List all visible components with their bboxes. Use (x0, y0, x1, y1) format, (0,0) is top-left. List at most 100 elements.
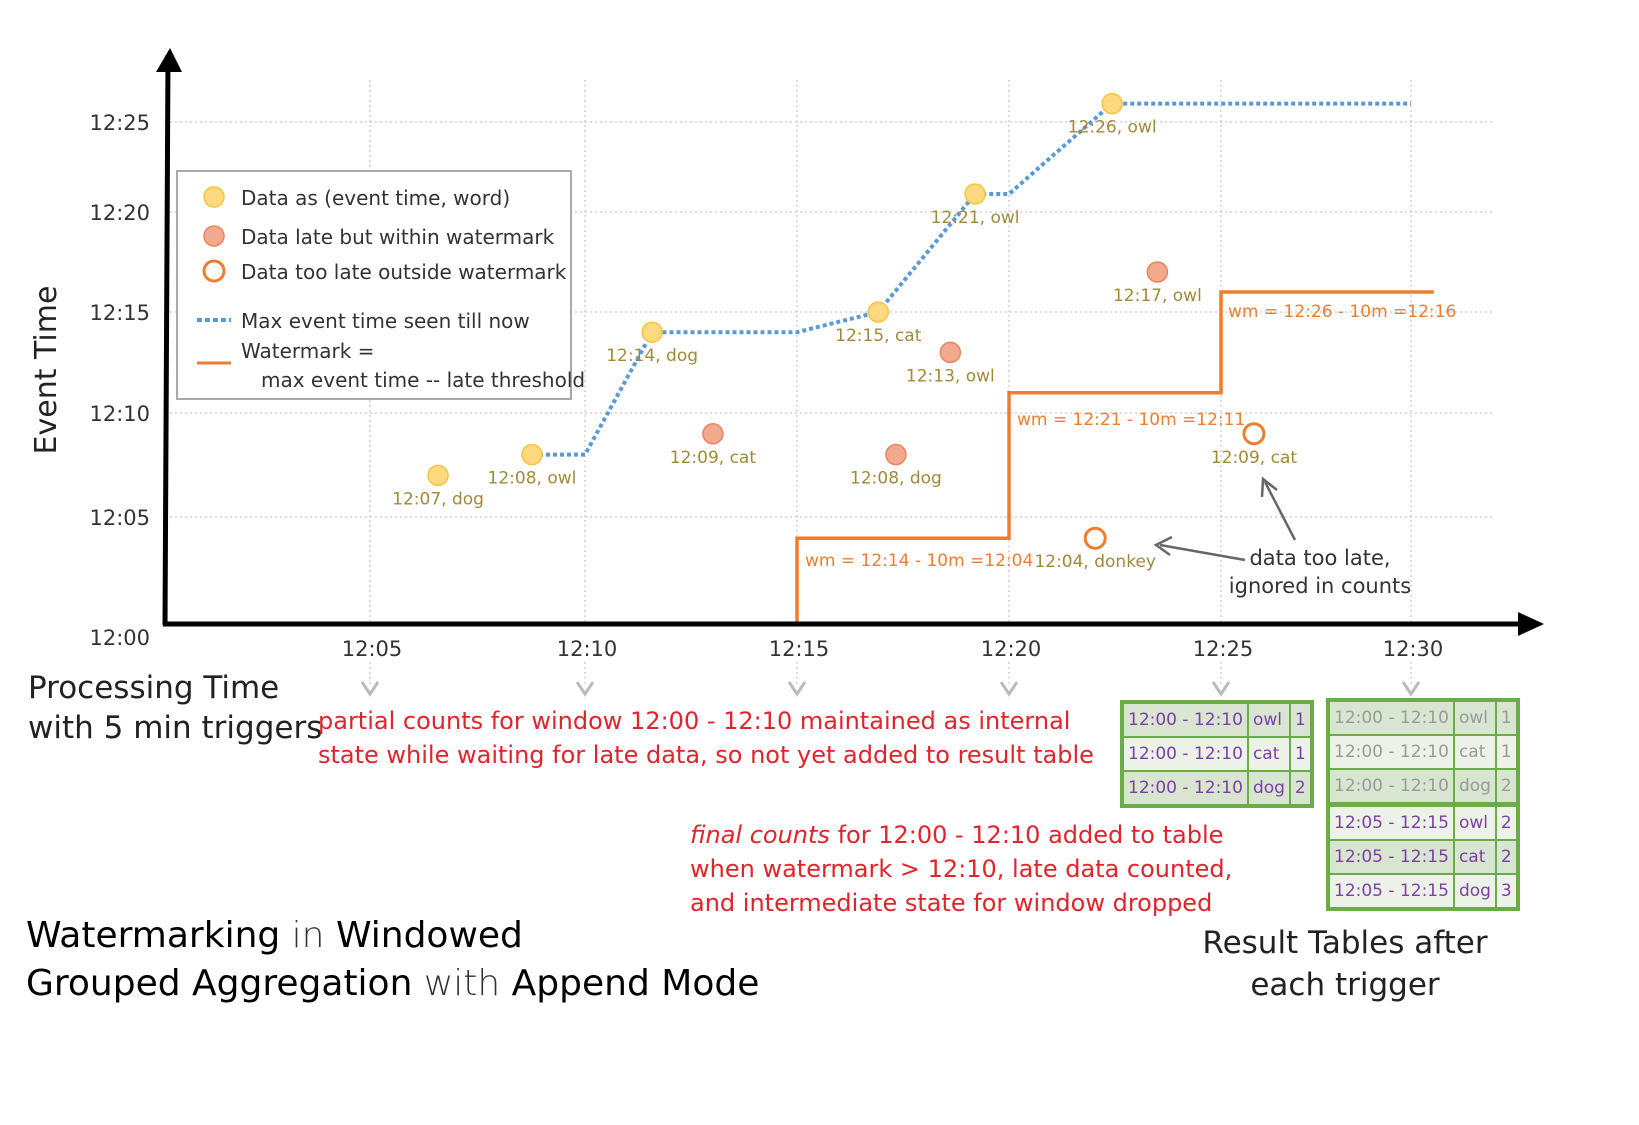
trigger-arrow-icon (787, 681, 807, 697)
watermark-label: wm = 12:14 - 10m =12:04 (805, 551, 1033, 571)
final-note-1: for 12:00 - 12:10 added to table (829, 821, 1224, 849)
data-point-label: 12:26, owl (1068, 118, 1157, 138)
x-axis-label-1: Processing Time (28, 670, 280, 706)
table-cell-word: owl (1248, 704, 1289, 736)
result-caption: Result Tables after each trigger (1195, 922, 1495, 1006)
final-counts-note: final counts for 12:00 - 12:10 added to … (690, 818, 1233, 920)
table-cell-count: 2 (1496, 841, 1516, 873)
too-late-note-1: data too late, (1249, 546, 1390, 570)
y-tick-label: 12:15 (89, 301, 150, 325)
legend-late-icon (203, 225, 225, 247)
data-point-late (939, 341, 962, 364)
data-point-label: 12:13, owl (906, 366, 995, 386)
trigger-arrow-icon (999, 681, 1019, 697)
title-segment: Append Mode (511, 963, 760, 1004)
page-title: Watermarking in Windowed Grouped Aggregat… (26, 912, 759, 1008)
result-caption-2: each trigger (1250, 967, 1440, 1003)
x-axis-arrow (1518, 612, 1544, 636)
x-tick-label: 12:20 (981, 637, 1042, 661)
legend-too-late: Data too late outside watermark (241, 260, 567, 284)
legend-on-time: Data as (event time, word) (241, 186, 510, 210)
table-cell-window: 12:05 - 12:15 (1330, 804, 1453, 839)
data-point-label: 12:15, cat (835, 326, 922, 346)
x-tick-label: 12:30 (1383, 637, 1444, 661)
data-point-label: 12:09, cat (1211, 448, 1298, 468)
trigger-arrow-icon (575, 681, 595, 697)
data-point-label: 12:09, cat (670, 448, 757, 468)
table-cell-count: 2 (1290, 772, 1310, 804)
data-point-on-time (427, 464, 449, 487)
arrowhead (1260, 476, 1278, 498)
final-counts-emphasis: final counts (690, 821, 830, 849)
final-note-3: and intermediate state for window droppe… (690, 889, 1213, 917)
table-cell-word: cat (1454, 841, 1495, 873)
table-cell-window: 12:00 - 12:10 (1330, 770, 1453, 802)
too-late-note-2: ignored in counts (1229, 574, 1411, 598)
legend-watermark-2: max event time -- late threshold (261, 368, 585, 392)
data-point-too-late (1242, 422, 1266, 446)
arrowhead (1153, 535, 1173, 557)
data-point-late (885, 443, 907, 466)
data-point-label: 12:08, dog (850, 469, 942, 489)
title-segment: Watermarking (26, 915, 281, 956)
partial-counts-note: partial counts for window 12:00 - 12:10 … (318, 704, 1094, 772)
table-cell-window: 12:00 - 12:10 (1124, 738, 1247, 770)
x-axis-label: Processing Time with 5 min triggers (28, 668, 322, 748)
result-table-12-30: 12:00 - 12:10 owl 1 12:00 - 12:10 cat 1 12:00 … (1326, 698, 1520, 911)
annotation-arrow-cat (1263, 481, 1297, 541)
partial-note-2: state while waiting for late data, so no… (318, 741, 1094, 769)
title-segment: Grouped Aggregation (26, 963, 413, 1004)
table-cell-count: 2 (1496, 804, 1516, 839)
table-cell-word: owl (1454, 702, 1495, 734)
data-point-label: 12:21, owl (931, 208, 1020, 228)
legend-watermark-1: Watermark = (241, 339, 374, 363)
x-tick-label: 12:15 (769, 637, 830, 661)
result-caption-1: Result Tables after (1202, 925, 1488, 961)
table-cell-window: 12:05 - 12:15 (1330, 875, 1453, 907)
annotation-arrow-donkey (1159, 543, 1246, 562)
watermark-label: wm = 12:26 - 10m =12:16 (1228, 302, 1456, 322)
max-event-time-line (531, 101, 1411, 457)
y-axis (162, 54, 171, 626)
data-point-on-time (521, 443, 543, 466)
trigger-arrow-icon (360, 681, 380, 697)
table-cell-window: 12:00 - 12:10 (1124, 772, 1247, 804)
legend-late: Data late but within watermark (241, 225, 555, 249)
table-cell-word: cat (1248, 738, 1289, 770)
data-point-label: 12:17, owl (1113, 286, 1202, 306)
y-tick-label: 12:10 (89, 402, 150, 426)
legend-on-time-icon (203, 186, 225, 208)
x-axis-label-2: with 5 min triggers (28, 710, 323, 746)
data-point-late (1146, 261, 1169, 283)
y-axis-arrow (156, 48, 182, 72)
data-point-label: 12:07, dog (392, 489, 484, 509)
data-point-label: 12:08, owl (488, 469, 577, 489)
data-point-on-time (1101, 92, 1123, 115)
x-tick-label: 12:10 (557, 637, 618, 661)
table-cell-count: 2 (1496, 770, 1516, 802)
data-point-too-late (1083, 526, 1107, 550)
watermark-label: wm = 12:21 - 10m =12:11 (1017, 410, 1245, 430)
result-table-12-25: 12:00 - 12:10 owl 1 12:00 - 12:10 cat 1 12:00 … (1120, 700, 1314, 808)
trigger-arrow-icon (1211, 681, 1231, 697)
table-cell-count: 1 (1290, 704, 1310, 736)
table-cell-window: 12:00 - 12:10 (1124, 704, 1247, 736)
data-point-label: 12:14, dog (606, 346, 698, 366)
x-tick-label: 12:05 (342, 637, 403, 661)
final-note-2: when watermark > 12:10, late data counte… (690, 855, 1233, 883)
table-cell-word: dog (1454, 875, 1495, 907)
y-tick-label: 12:05 (89, 506, 150, 530)
title-segment: with (412, 963, 512, 1004)
table-cell-window: 12:00 - 12:10 (1330, 736, 1453, 768)
table-cell-word: dog (1248, 772, 1289, 804)
table-cell-count: 3 (1496, 875, 1516, 907)
data-point-on-time (641, 321, 663, 343)
watermark-line (795, 290, 1434, 623)
partial-note-1: partial counts for window 12:00 - 12:10 … (318, 707, 1071, 735)
data-point-label: 12:04, donkey (1034, 552, 1156, 572)
y-tick-label: 12:25 (89, 111, 150, 135)
x-tick-label: 12:25 (1193, 637, 1254, 661)
trigger-arrow-icon (1401, 681, 1421, 697)
table-cell-window: 12:05 - 12:15 (1330, 841, 1453, 873)
